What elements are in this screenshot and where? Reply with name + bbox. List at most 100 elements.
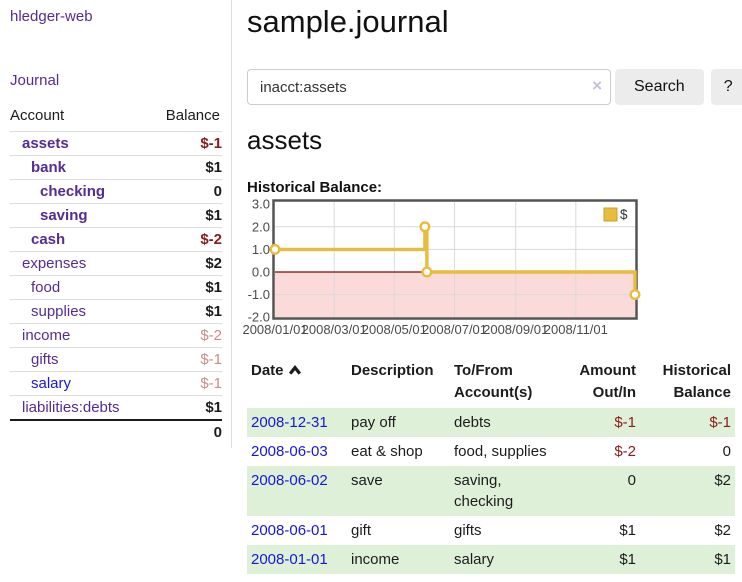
transaction-balance: $2 bbox=[714, 471, 731, 489]
account-link[interactable]: assets bbox=[22, 135, 69, 152]
account-link[interactable]: checking bbox=[40, 183, 106, 200]
account-link[interactable]: income bbox=[22, 327, 71, 344]
transaction-date-link[interactable]: 2008-06-02 bbox=[251, 471, 328, 489]
app-title[interactable]: hledger-web bbox=[10, 8, 93, 25]
legend-swatch bbox=[603, 207, 618, 222]
data-point bbox=[421, 266, 433, 278]
help-button[interactable]: ? bbox=[710, 69, 742, 105]
account-balance: 0 bbox=[213, 183, 222, 200]
transaction-amount: $1 bbox=[619, 550, 636, 568]
transaction-date-link[interactable]: 2008-12-31 bbox=[251, 413, 328, 431]
legend-label: $ bbox=[620, 207, 628, 222]
transaction-accounts: salary bbox=[454, 550, 495, 568]
main-content: sample.journal × Search ? assets Histori… bbox=[232, 0, 742, 574]
col-accounts: To/From Account(s) bbox=[454, 362, 533, 401]
data-point bbox=[419, 221, 431, 233]
search-button[interactable]: Search bbox=[615, 69, 704, 105]
transaction-date-link[interactable]: 2008-06-03 bbox=[251, 442, 328, 460]
sort-ascending-icon bbox=[288, 365, 301, 375]
transaction-amount: $-1 bbox=[614, 413, 636, 431]
transaction-amount: $-2 bbox=[614, 442, 636, 460]
y-tick-label: -1.0 bbox=[248, 287, 270, 302]
account-balance: $-1 bbox=[200, 351, 222, 368]
page-title: sample.journal bbox=[247, 4, 449, 39]
account-balance: $-2 bbox=[200, 327, 222, 344]
account-row: food $1 bbox=[10, 275, 222, 300]
search-input[interactable] bbox=[247, 69, 611, 105]
account-link[interactable]: bank bbox=[31, 159, 67, 176]
transaction-balance: 0 bbox=[722, 442, 731, 460]
historical-balance-chart: $3.0 2.0 1.0 0.0 -1.0 -2.02008/01/012008/03/0… bbox=[242, 197, 641, 337]
account-balance: $1 bbox=[205, 303, 222, 320]
data-point bbox=[269, 243, 281, 255]
accounts-total-balance: 0 bbox=[213, 424, 222, 441]
transaction-row[interactable]: 2008-06-02 save saving, checking 0 $2 bbox=[247, 465, 735, 516]
y-tick-label: 0.0 bbox=[252, 265, 270, 280]
account-row: cash $-2 bbox=[10, 227, 222, 252]
data-point bbox=[629, 289, 641, 301]
transaction-description: income bbox=[351, 550, 400, 568]
account-link[interactable]: liabilities:debts bbox=[22, 399, 120, 416]
x-tick-label: 2008/03/01 bbox=[302, 322, 367, 337]
account-row: income $-2 bbox=[10, 323, 222, 348]
plot-border bbox=[272, 199, 638, 320]
clear-search-icon[interactable]: × bbox=[592, 76, 602, 95]
account-link[interactable]: salary bbox=[31, 375, 72, 392]
search-input-wrap: × bbox=[247, 69, 611, 105]
account-link[interactable]: cash bbox=[31, 231, 66, 248]
account-balance: $-1 bbox=[200, 135, 222, 152]
account-link[interactable]: expenses bbox=[22, 255, 87, 272]
transaction-accounts: debts bbox=[454, 413, 491, 431]
search-form: × Search ? bbox=[247, 69, 742, 105]
transaction-description: pay off bbox=[351, 413, 396, 431]
transaction-balance: $2 bbox=[714, 521, 731, 539]
account-balance: $-1 bbox=[200, 375, 222, 392]
register-table: Date Description To/From Account(s) Amou… bbox=[247, 358, 735, 574]
account-link[interactable]: food bbox=[31, 279, 61, 296]
y-tick-label: -2.0 bbox=[248, 310, 270, 325]
account-row: gifts $-1 bbox=[10, 347, 222, 372]
y-tick-label: 3.0 bbox=[252, 197, 270, 212]
account-balance: $1 bbox=[205, 159, 222, 176]
accounts-total-row: 0 bbox=[10, 420, 222, 444]
account-row: supplies $1 bbox=[10, 299, 222, 324]
transaction-description: save bbox=[351, 471, 383, 489]
transaction-date-link[interactable]: 2008-01-01 bbox=[251, 550, 328, 568]
accounts-header-account: Account bbox=[10, 107, 65, 124]
account-balance: $-2 bbox=[200, 231, 222, 248]
journal-link[interactable]: Journal bbox=[10, 72, 60, 89]
account-balance: $1 bbox=[205, 279, 222, 296]
col-balance: Historical Balance bbox=[662, 362, 731, 401]
col-date[interactable]: Date bbox=[247, 358, 347, 408]
accounts-header-balance: Balance bbox=[165, 107, 220, 124]
transaction-balance: $1 bbox=[714, 550, 731, 568]
x-tick-label: 2008/11/01 bbox=[544, 322, 608, 337]
transaction-accounts: food, supplies bbox=[454, 442, 547, 460]
transaction-row[interactable]: 2008-06-01 gift gifts $1 $2 bbox=[247, 516, 735, 545]
account-balance: $1 bbox=[205, 207, 222, 224]
sidebar-item-journal[interactable]: Journal bbox=[10, 72, 231, 90]
transaction-date-link[interactable]: 2008-06-01 bbox=[251, 521, 328, 539]
account-link[interactable]: gifts bbox=[31, 351, 59, 368]
register-account-heading: assets bbox=[247, 125, 323, 155]
accounts-table: Account Balance assets $-1 bank $1 checking 0… bbox=[10, 105, 222, 444]
account-row: saving $1 bbox=[10, 203, 222, 228]
transaction-description: gift bbox=[351, 521, 372, 539]
account-link[interactable]: supplies bbox=[31, 303, 87, 320]
account-row: liabilities:debts $1 bbox=[10, 395, 222, 421]
transaction-balance: $-1 bbox=[709, 413, 731, 431]
transaction-row[interactable]: 2008-12-31 pay off debts $-1 $-1 bbox=[247, 407, 735, 437]
x-tick-label: 2008/07/01 bbox=[422, 322, 487, 337]
y-tick-label: 1.0 bbox=[252, 242, 270, 257]
register-header-row: Date Description To/From Account(s) Amou… bbox=[247, 358, 735, 408]
col-description: Description bbox=[351, 362, 434, 379]
account-row: salary $-1 bbox=[10, 371, 222, 396]
account-row: assets $-1 bbox=[10, 131, 222, 156]
transaction-row[interactable]: 2008-06-03 eat & shop food, supplies $-2 0 bbox=[247, 437, 735, 466]
account-link[interactable]: saving bbox=[40, 207, 88, 224]
transaction-row[interactable]: 2008-01-01 income salary $1 $1 bbox=[247, 544, 735, 574]
account-balance: $2 bbox=[205, 255, 222, 272]
col-amount: Amount Out/In bbox=[579, 362, 636, 401]
sidebar: hledger-web Journal Account Balance asse… bbox=[0, 0, 232, 448]
transaction-accounts: gifts bbox=[454, 521, 482, 539]
